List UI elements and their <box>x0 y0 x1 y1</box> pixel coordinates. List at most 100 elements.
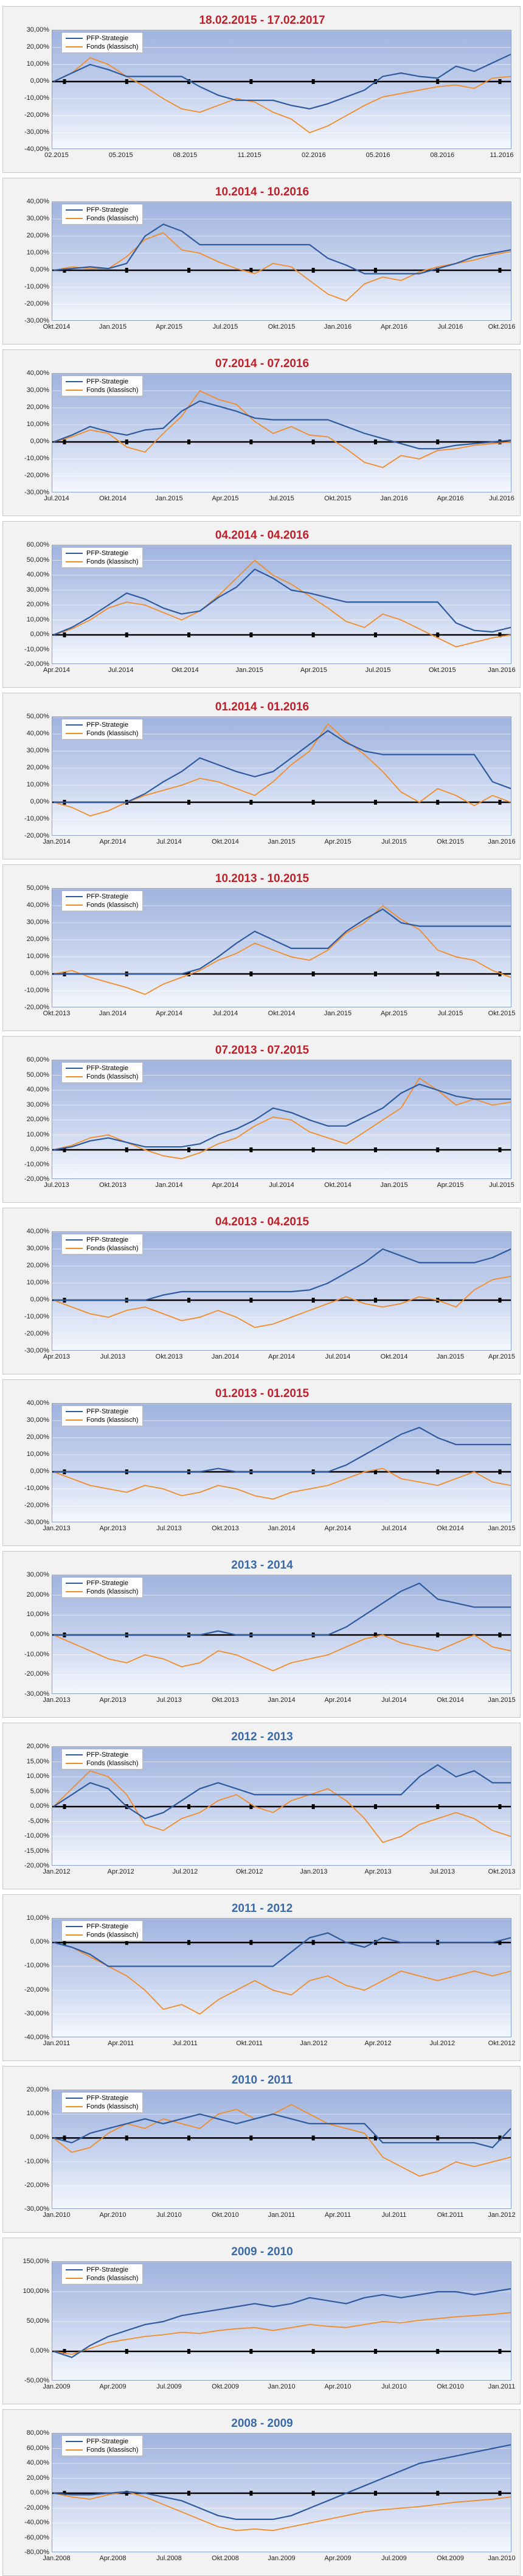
zero-line-marker <box>249 268 253 273</box>
zero-line-marker <box>125 79 128 84</box>
y-tick-label: -10,00% <box>24 1962 49 1970</box>
chart-panel-10: 2012 - 2013 20,00% 15,00% 10,00% 5,00% 0,00% -… <box>2 1723 521 1889</box>
zero-line-marker <box>498 268 502 273</box>
legend-label: PFP-Strategie <box>86 1236 129 1244</box>
x-tick-label: Jan.2016 <box>324 323 352 331</box>
y-tick-label: 30,00% <box>26 747 49 754</box>
y-tick-label: 10,00% <box>26 781 49 788</box>
legend-entry: PFP-Strategie <box>66 549 139 558</box>
zero-line-marker <box>187 2349 191 2354</box>
chart-svg <box>52 1060 511 1165</box>
x-tick-label: Jul.2015 <box>269 495 294 502</box>
chart-svg <box>52 889 511 995</box>
x-tick-label: Jan.2014 <box>43 838 71 845</box>
y-tick-label: -20,00% <box>24 1502 49 1509</box>
x-tick-label: Jan.2014 <box>211 1353 240 1360</box>
y-tick-label: 40,00% <box>26 1228 49 1235</box>
x-tick-label: Okt.2015 <box>268 323 296 331</box>
x-tick-label: 11.2015 <box>237 152 262 159</box>
x-tick-label: Jan.2012 <box>488 2211 516 2219</box>
y-tick-label: 0,00% <box>30 1631 49 1638</box>
zero-line-marker <box>373 1804 377 1809</box>
x-tick-label: Jul.2011 <box>381 2211 407 2219</box>
y-tick-label: 10,00% <box>26 421 49 428</box>
x-tick-label: Apr.2016 <box>380 323 408 331</box>
x-tick-label: Jan.2010 <box>488 2555 516 2562</box>
legend-label: Fonds (klassisch) <box>86 1416 139 1424</box>
series-line-pfp-strategie <box>53 1932 511 1967</box>
y-tick-label: -30,00% <box>24 317 49 324</box>
series-line-fonds-klassisch <box>53 1468 511 1500</box>
y-tick-label: 50,00% <box>26 884 49 892</box>
legend-label: PFP-Strategie <box>86 721 129 729</box>
legend-label: Fonds (klassisch) <box>86 558 139 565</box>
zero-line-marker <box>187 971 191 976</box>
chart-title: 2012 - 2013 <box>231 1731 293 1743</box>
zero-line-marker <box>373 268 377 273</box>
y-tick-label: 0,00% <box>30 266 49 273</box>
series-line-fonds-klassisch <box>53 1942 511 2015</box>
x-tick-label: Okt.2014 <box>380 1353 408 1360</box>
x-tick-label: Jul.2013 <box>156 1696 182 1704</box>
legend-label: PFP-Strategie <box>86 2438 129 2445</box>
legend: PFP-Strategie Fonds (klassisch) <box>61 1920 143 1941</box>
chart-title: 2011 - 2012 <box>231 1902 293 1915</box>
legend: PFP-Strategie Fonds (klassisch) <box>61 1062 143 1083</box>
y-tick-label: -50,00% <box>24 2377 49 2384</box>
y-tick-label: 40,00% <box>26 730 49 737</box>
x-tick-label: Jan.2016 <box>488 667 516 674</box>
y-tick-label: 60,00% <box>26 541 49 548</box>
zero-line-marker <box>249 1298 253 1303</box>
x-tick-label: Jul.2008 <box>156 2555 182 2562</box>
zero-line-marker <box>311 79 315 84</box>
x-tick-label: Apr.2016 <box>437 495 464 502</box>
series-line-fonds-klassisch <box>53 2104 511 2177</box>
y-tick-label: -20,00% <box>24 1862 49 1869</box>
x-tick-label: Jul.2014 <box>156 838 182 845</box>
zero-line-marker <box>436 2349 440 2354</box>
y-tick-label: 30,00% <box>26 1245 49 1252</box>
x-tick-label: Jan.2016 <box>380 495 408 502</box>
x-tick-label: Jan.2013 <box>43 1696 71 1704</box>
zero-line-marker <box>249 1147 253 1152</box>
legend: PFP-Strategie Fonds (klassisch) <box>61 376 143 396</box>
y-tick-label: 10,00% <box>26 1914 49 1922</box>
x-tick-label: Apr.2014 <box>212 1181 239 1189</box>
chart-panel-13: 2009 - 2010 150,00% 100,00% 50,00% 0,00% -50,… <box>2 2238 521 2404</box>
series-line-pfp-strategie <box>54 908 511 975</box>
x-tick-label: Jan.2015 <box>488 1696 516 1704</box>
chart-title: 10.2014 - 10.2016 <box>215 186 310 198</box>
legend-swatch <box>66 46 83 47</box>
legend-swatch <box>66 896 83 897</box>
chart-title: 2010 - 2011 <box>231 2074 293 2087</box>
x-tick-label: Jan.2011 <box>43 2040 71 2047</box>
legend-swatch <box>66 2441 83 2442</box>
y-tick-label: 40,00% <box>26 901 49 909</box>
chart-panel-3: 04.2014 - 04.2016 60,00% 50,00% 40,00% 30,00… <box>2 521 521 688</box>
zero-line-marker <box>249 79 253 84</box>
legend-entry: PFP-Strategie <box>66 1751 139 1759</box>
x-tick-label: Jan.2015 <box>324 1010 352 1017</box>
legend: PFP-Strategie Fonds (klassisch) <box>61 2092 143 2113</box>
y-tick-label: 10,00% <box>26 60 49 68</box>
y-tick-label: 0,00% <box>30 798 49 805</box>
y-tick-label: -10,00% <box>24 1650 49 1658</box>
chart-panel-0: 18.02.2015 - 17.02.2017 30,00% 20,00% 10,00… <box>2 6 521 173</box>
zero-line-marker <box>498 632 502 637</box>
legend-label: PFP-Strategie <box>86 35 129 42</box>
chart-svg <box>52 2090 511 2186</box>
zero-line-marker <box>249 2491 253 2496</box>
x-tick-label: Apr.2013 <box>43 1353 71 1360</box>
legend-label: Fonds (klassisch) <box>86 1931 139 1939</box>
x-tick-label: Jul.2012 <box>429 2040 455 2047</box>
chart-panel-11: 2011 - 2012 10,00% 0,00% -10,00% -20,00% -30,… <box>2 1894 521 2061</box>
x-tick-label: Okt.2015 <box>488 1010 516 1017</box>
legend-swatch <box>66 390 83 391</box>
zero-line-marker <box>373 2349 377 2354</box>
zero-line-marker <box>311 2135 315 2141</box>
legend-label: PFP-Strategie <box>86 1923 129 1930</box>
legend-entry: PFP-Strategie <box>66 377 139 386</box>
x-tick-label: Okt.2014 <box>437 1525 464 1532</box>
series-line-fonds-klassisch <box>53 559 511 648</box>
